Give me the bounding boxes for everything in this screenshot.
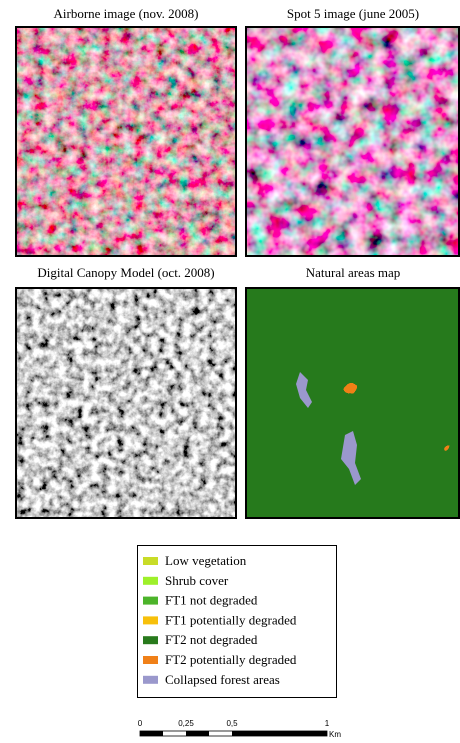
- panel-title: Airborne image (nov. 2008): [53, 6, 198, 21]
- spot-image: [245, 26, 460, 257]
- panel-title: Natural areas map: [306, 265, 401, 280]
- scale-label: 0: [138, 719, 143, 728]
- legend-swatch: [143, 656, 158, 664]
- scale-unit: Km: [329, 730, 341, 738]
- legend-swatch: [143, 576, 158, 585]
- airborne-image: [15, 26, 237, 257]
- legend-swatch: [143, 557, 158, 565]
- legend-box: [137, 545, 337, 698]
- scale-label: 0,25: [178, 719, 194, 728]
- canopy-model-image: [15, 287, 237, 519]
- legend-label: FT2 not degraded: [165, 632, 258, 647]
- legend-label: FT1 potentially degraded: [165, 612, 297, 627]
- legend-label: Low vegetation: [165, 553, 247, 568]
- natural-areas-map: [245, 287, 460, 519]
- scale-label: 1: [325, 719, 330, 728]
- panel-title: Digital Canopy Model (oct. 2008): [37, 265, 214, 280]
- legend-swatch: [143, 636, 158, 645]
- legend-swatch: [143, 616, 158, 625]
- legend-swatch: [143, 596, 158, 605]
- legend-label: FT1 not degraded: [165, 593, 258, 608]
- panel-title: Spot 5 image (june 2005): [287, 6, 419, 21]
- legend-label: Shrub cover: [165, 573, 229, 588]
- scale-bar: [139, 730, 328, 737]
- scale-label: 0,5: [226, 719, 238, 728]
- legend-label: Collapsed forest areas: [165, 672, 280, 687]
- legend-swatch: [143, 675, 158, 684]
- legend: Low vegetation Shrub cover FT1 not degrade…: [143, 553, 297, 687]
- legend-label: FT2 potentially degraded: [165, 652, 297, 667]
